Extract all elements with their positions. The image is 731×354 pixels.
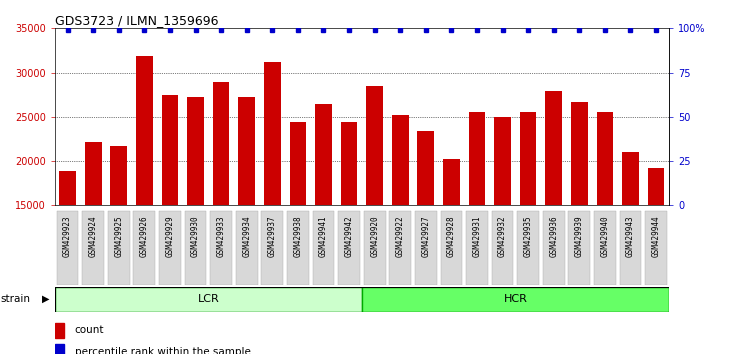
Text: GSM429926: GSM429926	[140, 215, 149, 257]
Text: GDS3723 / ILMN_1359696: GDS3723 / ILMN_1359696	[55, 14, 219, 27]
FancyBboxPatch shape	[569, 211, 590, 285]
Text: GSM429927: GSM429927	[421, 215, 431, 257]
Text: GSM429922: GSM429922	[395, 215, 405, 257]
Text: GSM429941: GSM429941	[319, 215, 328, 257]
FancyBboxPatch shape	[83, 211, 104, 285]
Text: GSM429924: GSM429924	[88, 215, 98, 257]
Text: GSM429931: GSM429931	[472, 215, 482, 257]
FancyBboxPatch shape	[211, 211, 232, 285]
FancyBboxPatch shape	[55, 287, 362, 312]
Bar	[392, 115, 409, 205]
FancyBboxPatch shape	[415, 211, 436, 285]
Bar	[648, 168, 664, 205]
Bar	[494, 117, 511, 205]
FancyBboxPatch shape	[262, 211, 283, 285]
Bar	[469, 112, 485, 205]
FancyBboxPatch shape	[620, 211, 641, 285]
Bar	[417, 131, 434, 205]
FancyBboxPatch shape	[518, 211, 539, 285]
FancyBboxPatch shape	[57, 211, 78, 285]
FancyBboxPatch shape	[441, 211, 462, 285]
Text: GSM429930: GSM429930	[191, 215, 200, 257]
Text: GSM429920: GSM429920	[370, 215, 379, 257]
Bar	[571, 102, 588, 205]
Bar	[596, 112, 613, 205]
Text: LCR: LCR	[197, 294, 219, 304]
Text: GSM429923: GSM429923	[63, 215, 72, 257]
Bar	[443, 159, 460, 205]
Bar	[366, 86, 383, 205]
Bar	[85, 143, 102, 205]
Bar	[55, 344, 64, 354]
FancyBboxPatch shape	[185, 211, 206, 285]
Text: GSM429943: GSM429943	[626, 215, 635, 257]
Text: GSM429934: GSM429934	[242, 215, 251, 257]
FancyBboxPatch shape	[362, 287, 669, 312]
Bar	[622, 152, 639, 205]
Bar	[187, 97, 204, 205]
Text: HCR: HCR	[504, 294, 527, 304]
Text: count: count	[75, 325, 105, 336]
FancyBboxPatch shape	[594, 211, 616, 285]
Text: GSM429938: GSM429938	[293, 215, 303, 257]
Text: GSM429936: GSM429936	[549, 215, 558, 257]
Text: ▶: ▶	[42, 294, 49, 304]
Bar	[545, 91, 562, 205]
FancyBboxPatch shape	[108, 211, 129, 285]
Text: GSM429942: GSM429942	[344, 215, 354, 257]
Bar	[264, 62, 281, 205]
FancyBboxPatch shape	[466, 211, 488, 285]
FancyBboxPatch shape	[134, 211, 155, 285]
Text: GSM429939: GSM429939	[575, 215, 584, 257]
Text: GSM429925: GSM429925	[114, 215, 124, 257]
FancyBboxPatch shape	[390, 211, 411, 285]
Bar	[289, 122, 306, 205]
Text: GSM429944: GSM429944	[651, 215, 661, 257]
Text: GSM429933: GSM429933	[216, 215, 226, 257]
Text: GSM429929: GSM429929	[165, 215, 175, 257]
Text: strain: strain	[1, 294, 31, 304]
FancyBboxPatch shape	[543, 211, 564, 285]
FancyBboxPatch shape	[313, 211, 334, 285]
Text: GSM429937: GSM429937	[268, 215, 277, 257]
FancyBboxPatch shape	[236, 211, 257, 285]
Bar	[55, 323, 64, 338]
Bar	[136, 56, 153, 205]
FancyBboxPatch shape	[364, 211, 385, 285]
Text: GSM429935: GSM429935	[523, 215, 533, 257]
Bar	[110, 146, 127, 205]
Text: percentile rank within the sample: percentile rank within the sample	[75, 347, 251, 354]
Bar	[162, 95, 178, 205]
FancyBboxPatch shape	[492, 211, 513, 285]
Bar	[315, 104, 332, 205]
Bar	[213, 82, 230, 205]
Text: GSM429940: GSM429940	[600, 215, 610, 257]
FancyBboxPatch shape	[287, 211, 308, 285]
FancyBboxPatch shape	[645, 211, 667, 285]
Bar	[238, 97, 255, 205]
FancyBboxPatch shape	[338, 211, 360, 285]
Text: GSM429932: GSM429932	[498, 215, 507, 257]
Bar	[59, 171, 76, 205]
Bar	[341, 122, 357, 205]
Bar	[520, 112, 537, 205]
FancyBboxPatch shape	[159, 211, 181, 285]
Text: GSM429928: GSM429928	[447, 215, 456, 257]
